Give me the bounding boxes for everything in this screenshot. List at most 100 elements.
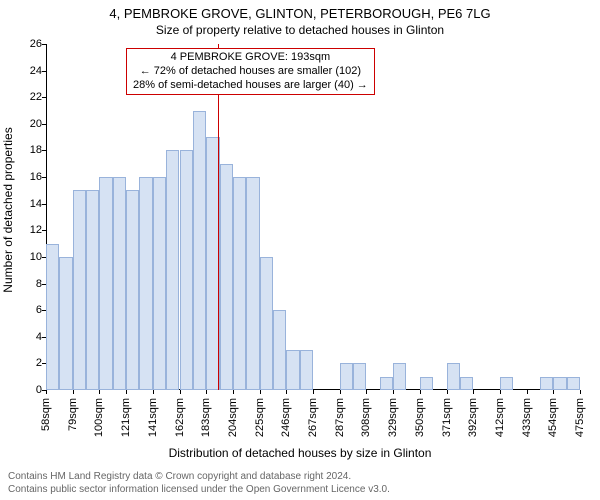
- y-tick-mark: [42, 71, 46, 72]
- histogram-bar: [99, 177, 112, 390]
- histogram-bar: [353, 363, 366, 390]
- x-tick-label: 79sqm: [67, 398, 79, 431]
- x-tick-mark: [553, 390, 554, 394]
- histogram-bar: [460, 377, 473, 390]
- histogram-bar: [46, 244, 59, 390]
- histogram-bar: [393, 363, 406, 390]
- x-tick-label: 454sqm: [547, 398, 559, 437]
- histogram-bar: [139, 177, 152, 390]
- y-tick-mark: [42, 44, 46, 45]
- histogram-bar: [286, 350, 299, 390]
- x-tick-mark: [73, 390, 74, 394]
- x-tick-label: 141sqm: [147, 398, 159, 437]
- histogram-bar: [500, 377, 513, 390]
- x-tick-mark: [340, 390, 341, 394]
- y-tick-label: 24: [8, 65, 42, 77]
- y-tick-mark: [42, 230, 46, 231]
- y-tick-label: 20: [8, 118, 42, 130]
- histogram-bar: [153, 177, 166, 390]
- x-tick-label: 433sqm: [521, 398, 533, 437]
- x-tick-mark: [393, 390, 394, 394]
- histogram-bar: [420, 377, 433, 390]
- x-tick-mark: [126, 390, 127, 394]
- histogram-bar: [220, 164, 233, 390]
- x-tick-mark: [420, 390, 421, 394]
- x-tick-label: 183sqm: [200, 398, 212, 437]
- x-tick-label: 350sqm: [414, 398, 426, 437]
- footnote-line2: Contains public sector information licen…: [8, 484, 390, 497]
- x-tick-label: 308sqm: [360, 398, 372, 437]
- y-tick-label: 14: [8, 198, 42, 210]
- histogram-bar: [340, 363, 353, 390]
- y-tick-label: 22: [8, 91, 42, 103]
- plot-area: 0246810121416182022242658sqm79sqm100sqm1…: [46, 44, 580, 390]
- histogram-bar: [260, 257, 273, 390]
- x-tick-mark: [99, 390, 100, 394]
- x-tick-label: 392sqm: [467, 398, 479, 437]
- y-tick-mark: [42, 150, 46, 151]
- y-tick-label: 18: [8, 144, 42, 156]
- histogram-bar: [73, 190, 86, 390]
- chart-area: 0246810121416182022242658sqm79sqm100sqm1…: [46, 44, 580, 390]
- histogram-bar: [113, 177, 126, 390]
- x-tick-mark: [580, 390, 581, 394]
- callout-box: 4 PEMBROKE GROVE: 193sqm← 72% of detache…: [126, 48, 375, 95]
- x-tick-mark: [180, 390, 181, 394]
- histogram-bar: [126, 190, 139, 390]
- footnote: Contains HM Land Registry data © Crown c…: [8, 471, 390, 496]
- x-tick-mark: [527, 390, 528, 394]
- x-tick-label: 287sqm: [334, 398, 346, 437]
- x-tick-mark: [473, 390, 474, 394]
- marker-line: [218, 44, 219, 390]
- y-tick-mark: [42, 97, 46, 98]
- x-tick-mark: [46, 390, 47, 394]
- histogram-bar: [567, 377, 580, 390]
- x-tick-label: 371sqm: [441, 398, 453, 437]
- y-tick-label: 8: [8, 278, 42, 290]
- y-tick-mark: [42, 177, 46, 178]
- x-tick-label: 267sqm: [307, 398, 319, 437]
- x-tick-label: 162sqm: [174, 398, 186, 437]
- y-tick-label: 10: [8, 251, 42, 263]
- callout-line: 28% of semi-detached houses are larger (…: [133, 79, 368, 93]
- callout-line: 4 PEMBROKE GROVE: 193sqm: [133, 51, 368, 65]
- histogram-bar: [166, 150, 179, 390]
- x-tick-label: 225sqm: [254, 398, 266, 437]
- y-tick-label: 26: [8, 38, 42, 50]
- histogram-bar: [86, 190, 99, 390]
- chart-title-sub: Size of property relative to detached ho…: [0, 21, 600, 37]
- histogram-bar: [300, 350, 313, 390]
- x-tick-mark: [447, 390, 448, 394]
- y-tick-label: 2: [8, 357, 42, 369]
- x-tick-label: 100sqm: [93, 398, 105, 437]
- x-tick-label: 204sqm: [227, 398, 239, 437]
- chart-title-main: 4, PEMBROKE GROVE, GLINTON, PETERBOROUGH…: [0, 0, 600, 21]
- x-tick-mark: [206, 390, 207, 394]
- x-tick-label: 475sqm: [574, 398, 586, 437]
- footnote-line1: Contains HM Land Registry data © Crown c…: [8, 471, 390, 484]
- x-tick-mark: [313, 390, 314, 394]
- callout-line: ← 72% of detached houses are smaller (10…: [133, 65, 368, 79]
- x-tick-label: 58sqm: [40, 398, 52, 431]
- x-tick-label: 121sqm: [120, 398, 132, 437]
- histogram-bar: [553, 377, 566, 390]
- histogram-bar: [180, 150, 193, 390]
- x-tick-mark: [500, 390, 501, 394]
- y-tick-label: 6: [8, 304, 42, 316]
- y-tick-label: 4: [8, 331, 42, 343]
- histogram-bar: [380, 377, 393, 390]
- x-tick-mark: [260, 390, 261, 394]
- y-tick-mark: [42, 124, 46, 125]
- x-axis-label: Distribution of detached houses by size …: [0, 446, 600, 460]
- x-tick-mark: [366, 390, 367, 394]
- x-tick-mark: [233, 390, 234, 394]
- histogram-bar: [273, 310, 286, 390]
- histogram-bar: [246, 177, 259, 390]
- histogram-bar: [447, 363, 460, 390]
- x-tick-label: 329sqm: [387, 398, 399, 437]
- x-tick-mark: [153, 390, 154, 394]
- x-tick-mark: [286, 390, 287, 394]
- x-tick-label: 246sqm: [280, 398, 292, 437]
- histogram-bar: [540, 377, 553, 390]
- x-tick-label: 412sqm: [494, 398, 506, 437]
